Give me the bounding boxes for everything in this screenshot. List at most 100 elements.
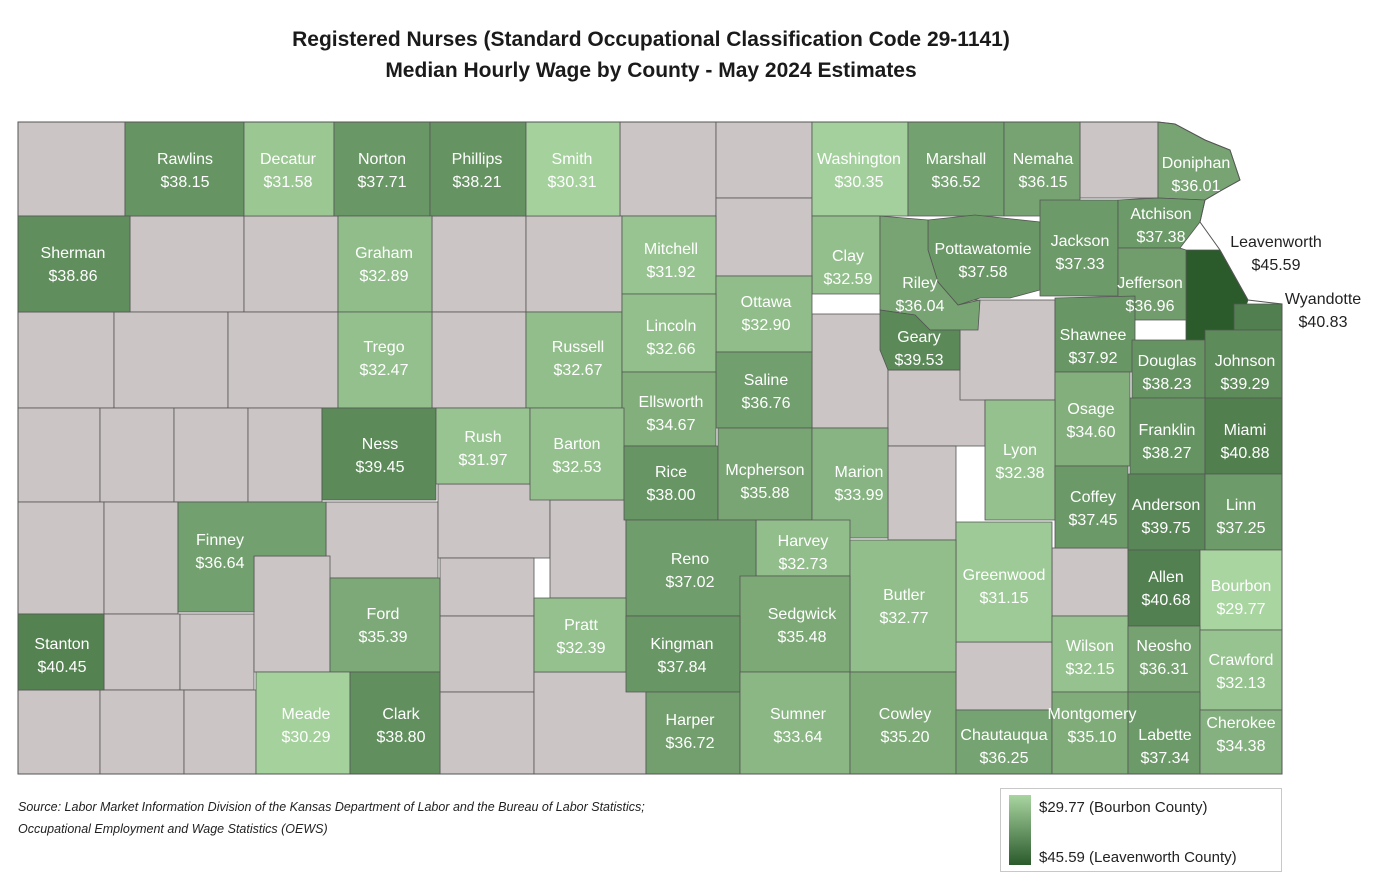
county-wage-linn: $37.25 bbox=[1217, 520, 1266, 537]
county-sumner bbox=[739, 671, 851, 775]
county-pratt bbox=[533, 597, 627, 673]
no-data-county bbox=[549, 499, 627, 599]
no-data-county bbox=[811, 313, 889, 429]
county-wage-saline: $36.76 bbox=[742, 395, 791, 412]
county-name-osage: Osage bbox=[1067, 401, 1114, 418]
county-barton bbox=[529, 407, 625, 501]
county-name-riley: Riley bbox=[902, 275, 938, 292]
county-wage-norton: $37.71 bbox=[358, 174, 407, 191]
county-crawford bbox=[1199, 629, 1283, 711]
county-name-butler: Butler bbox=[883, 587, 925, 604]
county-rawlins bbox=[124, 121, 245, 217]
county-ness bbox=[321, 407, 437, 501]
no-data-county bbox=[179, 613, 255, 691]
source-line-1: Source: Labor Market Information Divisio… bbox=[18, 800, 645, 814]
county-name-rush: Rush bbox=[464, 429, 501, 446]
county-coffey bbox=[1054, 465, 1129, 549]
county-washington bbox=[811, 121, 909, 217]
county-name-ness: Ness bbox=[362, 436, 398, 453]
county-name-lyon: Lyon bbox=[1003, 442, 1037, 459]
county-wage-lincoln: $32.66 bbox=[647, 341, 696, 358]
no-data-county bbox=[1051, 547, 1129, 617]
county-name-wyandotte: Wyandotte bbox=[1285, 291, 1361, 308]
county-name-trego: Trego bbox=[363, 339, 404, 356]
county-name-kingman: Kingman bbox=[650, 636, 713, 653]
county-wage-crawford: $32.13 bbox=[1217, 675, 1266, 692]
county-graham bbox=[337, 215, 433, 313]
county-wage-russell: $32.67 bbox=[554, 362, 603, 379]
county-name-sumner: Sumner bbox=[770, 706, 827, 723]
county-wage-sedgwick: $35.48 bbox=[778, 629, 827, 646]
county-trego bbox=[337, 311, 433, 409]
county-rush bbox=[435, 407, 531, 485]
county-wage-harper: $36.72 bbox=[666, 735, 715, 752]
no-data-counties bbox=[17, 121, 1159, 775]
county-wage-doniphan: $36.01 bbox=[1172, 178, 1221, 195]
county-neosho bbox=[1127, 625, 1201, 693]
no-data-county bbox=[227, 311, 339, 409]
county-wage-leavenworth: $45.59 bbox=[1252, 257, 1301, 274]
county-wage-coffey: $37.45 bbox=[1069, 512, 1118, 529]
county-wage-smith: $30.31 bbox=[548, 174, 597, 191]
county-harper bbox=[645, 691, 741, 775]
county-name-marion: Marion bbox=[835, 464, 884, 481]
county-name-cherokee: Cherokee bbox=[1206, 715, 1275, 732]
county-name-geary: Geary bbox=[897, 329, 941, 346]
county-butler bbox=[849, 539, 957, 673]
county-meade bbox=[255, 671, 351, 775]
no-data-county bbox=[99, 689, 185, 775]
county-name-bourbon: Bourbon bbox=[1211, 578, 1272, 595]
county-phillips bbox=[429, 121, 527, 217]
county-wage-marion: $33.99 bbox=[835, 487, 884, 504]
source-line-2: Occupational Employment and Wage Statist… bbox=[18, 822, 328, 836]
county-allen bbox=[1127, 549, 1201, 627]
county-name-ford: Ford bbox=[367, 606, 400, 623]
county-name-clark: Clark bbox=[382, 706, 420, 723]
county-wage-harvey: $32.73 bbox=[779, 556, 828, 573]
no-data-county bbox=[439, 691, 535, 775]
county-wage-mitchell: $31.92 bbox=[647, 264, 696, 281]
county-wage-butler: $32.77 bbox=[880, 610, 929, 627]
county-name-saline: Saline bbox=[744, 372, 789, 389]
county-wage-meade: $30.29 bbox=[282, 729, 331, 746]
county-name-pottawatomie: Pottawatomie bbox=[935, 241, 1032, 258]
county-labels: Rawlins $38.15 Decatur $31.58 Norton $37.71 Ph… bbox=[34, 151, 1361, 767]
no-data-county bbox=[243, 215, 339, 313]
county-name-ottawa: Ottawa bbox=[741, 294, 792, 311]
county-name-nemaha: Nemaha bbox=[1013, 151, 1074, 168]
county-name-atchison: Atchison bbox=[1130, 206, 1191, 223]
county-wage-rush: $31.97 bbox=[459, 452, 508, 469]
county-wage-pottawatomie: $37.58 bbox=[959, 264, 1008, 281]
legend-min-label: $29.77 (Bourbon County) bbox=[1039, 799, 1208, 816]
county-name-reno: Reno bbox=[671, 551, 709, 568]
county-wage-sumner: $33.64 bbox=[774, 729, 823, 746]
no-data-county bbox=[183, 689, 257, 775]
no-data-county bbox=[431, 215, 527, 313]
no-data-county bbox=[955, 641, 1053, 711]
county-name-shawnee: Shawnee bbox=[1060, 327, 1127, 344]
county-wage-chautauqua: $36.25 bbox=[980, 750, 1029, 767]
county-name-crawford: Crawford bbox=[1209, 652, 1274, 669]
county-name-decatur: Decatur bbox=[260, 151, 317, 168]
county-name-anderson: Anderson bbox=[1132, 497, 1201, 514]
county-wage-anderson: $39.75 bbox=[1142, 520, 1191, 537]
county-name-wilson: Wilson bbox=[1066, 638, 1114, 655]
county-wage-wyandotte: $40.83 bbox=[1299, 314, 1348, 331]
county-name-washington: Washington bbox=[817, 151, 901, 168]
no-data-county bbox=[113, 311, 229, 409]
county-wage-shawnee: $37.92 bbox=[1069, 350, 1118, 367]
county-sedgwick bbox=[739, 575, 851, 673]
county-name-coffey: Coffey bbox=[1070, 489, 1116, 506]
county-wage-allen: $40.68 bbox=[1142, 592, 1191, 609]
no-data-county bbox=[17, 121, 126, 217]
county-wage-lyon: $32.38 bbox=[996, 465, 1045, 482]
title-line-2: Median Hourly Wage by County - May 2024 … bbox=[385, 59, 917, 82]
kansas-county-map: Rawlins $38.15 Decatur $31.58 Norton $37.71 Ph… bbox=[17, 121, 1361, 775]
no-data-county bbox=[17, 501, 105, 615]
legend-gradient-bar bbox=[1009, 795, 1031, 865]
county-name-doniphan: Doniphan bbox=[1162, 155, 1231, 172]
no-data-county bbox=[17, 689, 101, 775]
county-wage-decatur: $31.58 bbox=[264, 174, 313, 191]
county-wage-ellsworth: $34.67 bbox=[647, 417, 696, 434]
county-wage-rice: $38.00 bbox=[647, 487, 696, 504]
